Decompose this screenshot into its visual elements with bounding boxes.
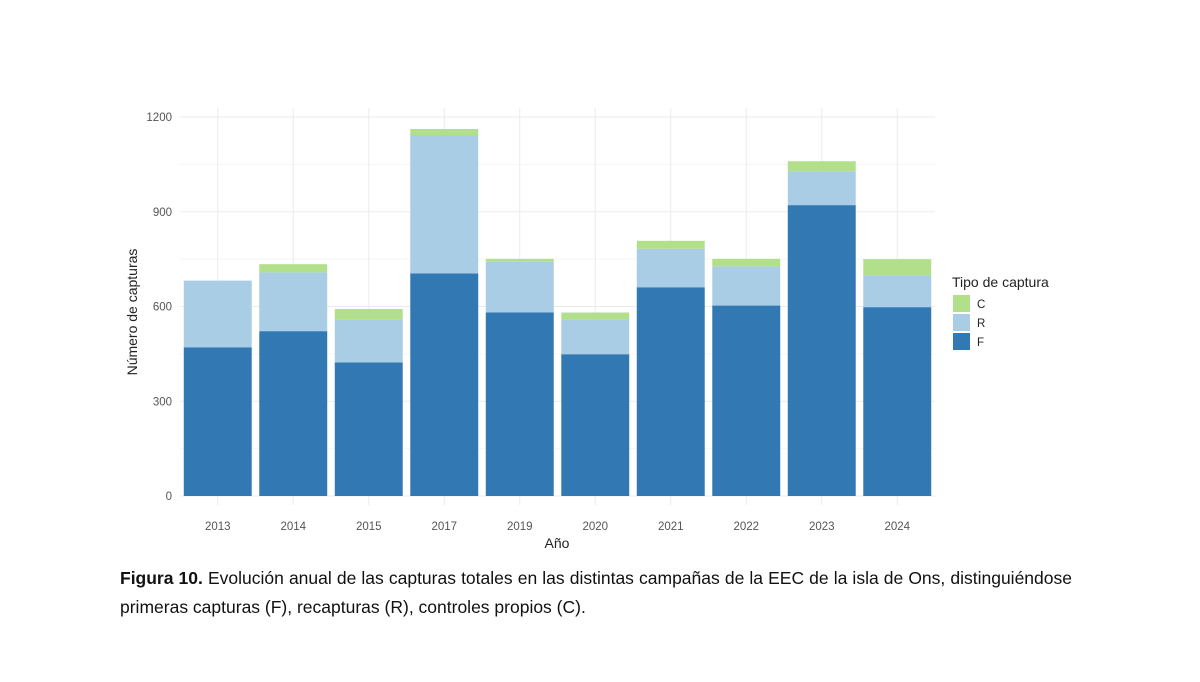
bar-C-2021 [636, 240, 705, 249]
legend-label-R: R [977, 318, 985, 330]
legend-label-C: C [977, 299, 985, 311]
bar-R-2017 [410, 135, 479, 274]
x-tick-label: 2013 [205, 521, 231, 533]
bar-F-2015 [334, 362, 403, 496]
bar-C-2023 [787, 161, 856, 172]
x-axis-ticks: 2013 2014 2015 2017 2019 2020 2021 2022 2023 2024 [205, 521, 911, 533]
bar-R-2023 [787, 171, 856, 206]
bar-R-2013 [183, 280, 252, 348]
bar-R-2020 [561, 319, 630, 355]
x-axis-label: Año [545, 535, 570, 551]
bar-R-2015 [334, 319, 403, 363]
legend-title: Tipo de captura [952, 274, 1049, 290]
legend-swatch-C [953, 295, 970, 312]
x-tick-label: 2023 [809, 521, 835, 533]
bar-F-2019 [485, 312, 554, 496]
legend-swatch-F [953, 333, 970, 350]
x-tick-label: 2021 [658, 521, 684, 533]
legend-label-F: F [977, 337, 984, 349]
caption-text: Evolución anual de las capturas totales … [120, 568, 1072, 617]
bar-F-2020 [561, 354, 630, 496]
x-tick-label: 2017 [431, 521, 457, 533]
bar-F-2017 [410, 273, 479, 496]
x-tick-label: 2020 [582, 521, 608, 533]
y-tick-label: 600 [153, 302, 172, 314]
bar-R-2021 [636, 248, 705, 288]
bar-C-2015 [334, 309, 403, 320]
x-tick-label: 2022 [733, 521, 759, 533]
y-tick-label: 300 [153, 396, 172, 408]
bar-R-2022 [712, 266, 781, 306]
y-tick-label: 0 [166, 491, 172, 503]
bar-R-2014 [259, 272, 328, 332]
bar-R-2019 [485, 261, 554, 313]
bar-C-2017 [410, 129, 479, 136]
bar-F-2021 [636, 287, 705, 496]
bar-F-2013 [183, 347, 252, 496]
x-tick-label: 2014 [280, 521, 306, 533]
figure-caption: Figura 10. Evolución anual de las captur… [120, 564, 1072, 622]
bar-C-2020 [561, 312, 630, 320]
legend-swatch-R [953, 314, 970, 331]
x-tick-label: 2015 [356, 521, 382, 533]
bar-R-2024 [863, 275, 932, 308]
bar-C-2024 [863, 259, 932, 276]
bars [183, 129, 932, 496]
caption-label: Figura 10. [120, 568, 203, 588]
bar-F-2023 [787, 205, 856, 496]
y-tick-label: 1200 [146, 112, 172, 124]
x-tick-label: 2019 [507, 521, 533, 533]
y-axis-ticks: 0 300 600 900 1200 [146, 112, 172, 503]
y-tick-label: 900 [153, 207, 172, 219]
x-tick-label: 2024 [884, 521, 910, 533]
legend: Tipo de captura CRF [952, 274, 1049, 350]
bar-F-2024 [863, 307, 932, 496]
bar-C-2014 [259, 264, 328, 273]
bar-C-2022 [712, 258, 781, 267]
bar-F-2014 [259, 331, 328, 496]
bar-F-2022 [712, 305, 781, 496]
y-axis-label: Número de capturas [124, 249, 140, 376]
bar-C-2019 [485, 258, 554, 262]
